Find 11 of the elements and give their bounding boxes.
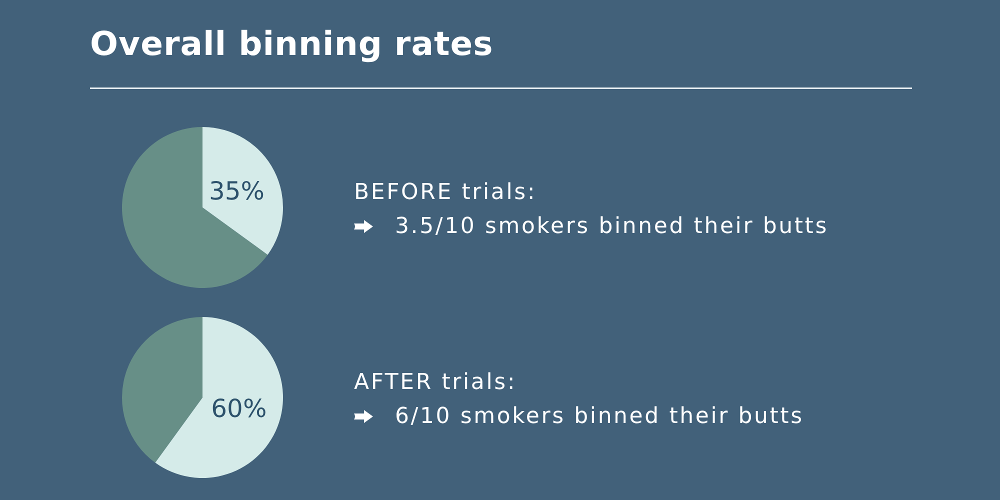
data-label: 35% [208,176,265,206]
chart-title: Overall binning rates [90,24,494,63]
text: 6/10 smokers binned their butts [395,404,804,429]
text: BEFORE trials: [354,180,537,205]
text: AFTER trials: [354,370,517,395]
data-label: 60% [211,394,267,424]
pie-slice [122,127,268,288]
pie-slice [122,317,202,463]
pie-slice [202,127,283,255]
pie-slice [155,317,283,478]
text: 3.5/10 smokers binned their butts [395,214,828,239]
